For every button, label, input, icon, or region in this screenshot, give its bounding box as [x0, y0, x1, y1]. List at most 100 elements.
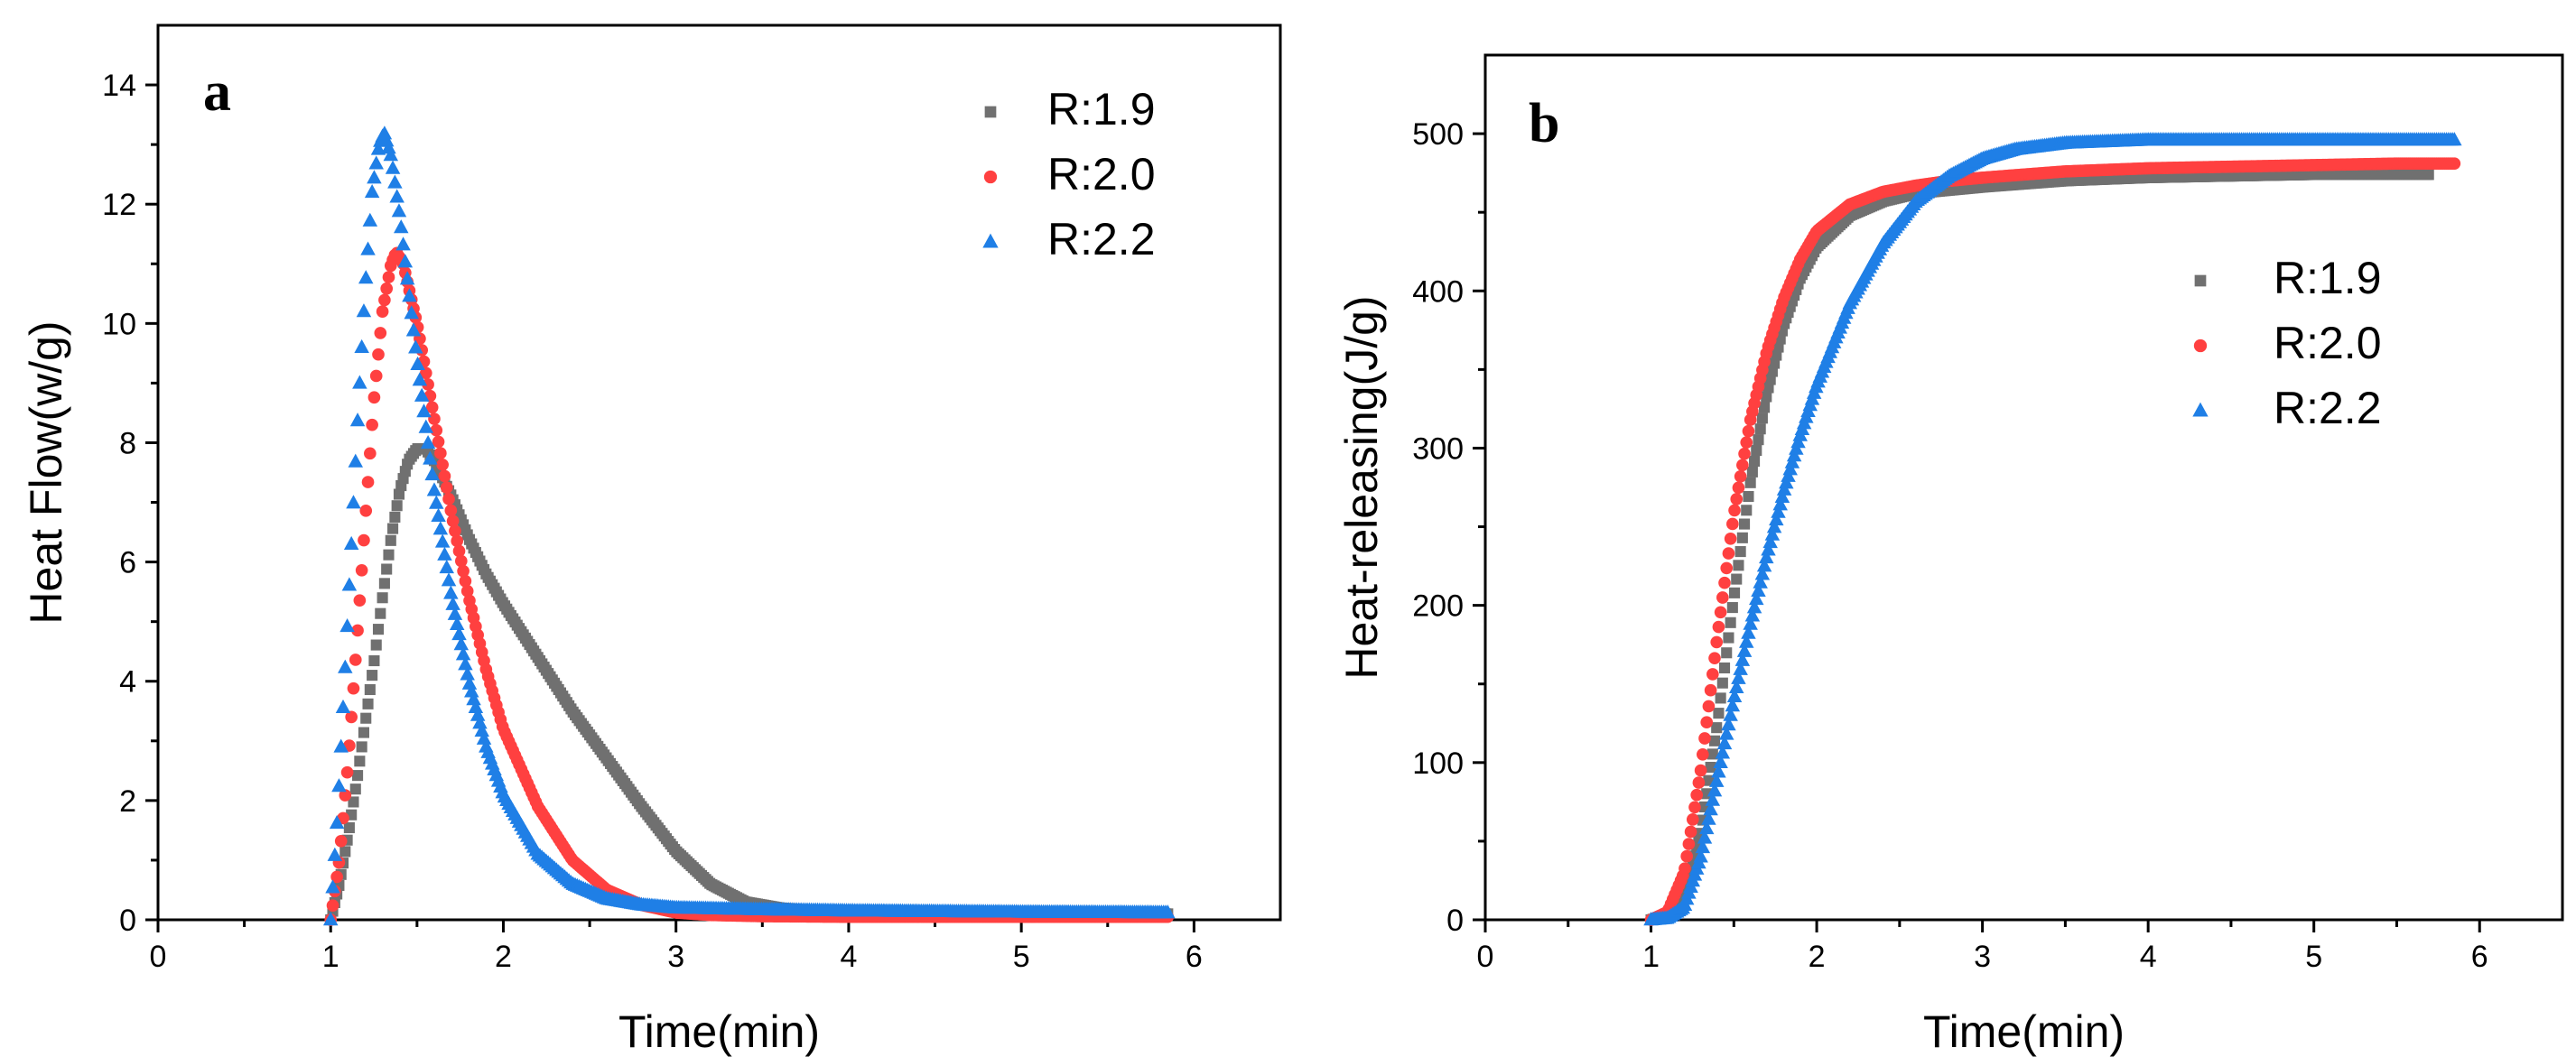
data-point [1723, 707, 1738, 721]
y-tick-label: 2 [119, 784, 136, 819]
y-tick-label: 0 [119, 904, 136, 938]
data-point [1682, 838, 1696, 850]
x-tick-label: 4 [2140, 940, 2157, 974]
data-point [1722, 547, 1735, 560]
data-point [330, 870, 343, 884]
data-point [470, 707, 486, 721]
data-point [1725, 617, 1736, 628]
data-point [1733, 560, 1744, 571]
data-point [360, 241, 376, 255]
data-point [1761, 391, 1772, 403]
data-point [397, 254, 414, 268]
data-point [340, 765, 354, 779]
data-point [410, 356, 425, 370]
data-point [1761, 542, 1776, 556]
x-tick-label: 1 [1642, 940, 1660, 974]
panel-b-heat-releasing-chart: 0 1 2 3 4 5 6 0 100 200 300 400 500 Time(min) Heat-rel… [1336, 53, 2564, 1057]
data-point [446, 515, 460, 527]
data-point [345, 710, 358, 724]
data-point [1736, 532, 1748, 543]
panel-label: a [203, 61, 231, 123]
data-point [455, 646, 471, 661]
data-point [1725, 698, 1741, 712]
data-point [423, 450, 438, 465]
data-point [377, 592, 388, 604]
data-point [1694, 764, 1707, 777]
data-point [1751, 582, 1766, 597]
data-point [376, 305, 389, 318]
data-point [1713, 754, 1728, 769]
data-point [1756, 558, 1772, 572]
data-point [1728, 504, 1741, 517]
data-point [343, 535, 359, 550]
data-point [1696, 747, 1709, 761]
data-point [412, 372, 428, 386]
data-point [1716, 591, 1729, 604]
data-point [432, 521, 449, 535]
plot-frame [1483, 53, 2564, 922]
data-point [1743, 490, 1754, 503]
data-point [367, 170, 382, 184]
data-point [1679, 862, 1691, 876]
data-point [1690, 788, 1704, 802]
legend-label: R:1.9 [2274, 253, 2382, 303]
y-axis-title: Heat-releasing(J/g) [1336, 295, 1387, 679]
data-point [422, 378, 434, 391]
data-point [1697, 830, 1713, 844]
data-point [1710, 635, 1724, 649]
data-point [1741, 505, 1753, 516]
data-point [339, 846, 351, 858]
data-point [395, 236, 411, 251]
data-point [1693, 848, 1708, 863]
x-tick-label: 0 [1477, 940, 1494, 974]
data-point [436, 458, 449, 471]
data-point [382, 271, 395, 283]
data-point [1726, 688, 1743, 702]
data-point [432, 435, 445, 449]
data-point [1704, 683, 1717, 697]
data-point [1720, 561, 1734, 575]
data-point [385, 534, 396, 546]
data-point [378, 578, 390, 589]
data-point [389, 511, 401, 523]
legend-marker [982, 233, 999, 248]
data-point [358, 533, 370, 547]
data-point [1708, 652, 1721, 664]
x-tick-label: 0 [150, 940, 167, 974]
data-point [380, 282, 394, 295]
data-point [361, 476, 375, 488]
data-point [367, 670, 378, 681]
x-axis-title: Time(min) [618, 1006, 820, 1057]
data-point [444, 504, 458, 517]
data-point [338, 659, 353, 673]
data-point [1706, 748, 1718, 760]
data-point [1726, 602, 1738, 614]
data-point [1746, 466, 1758, 478]
data-point [449, 616, 465, 631]
data-point [1695, 839, 1711, 854]
data-point [369, 369, 383, 383]
data-point [1715, 692, 1726, 704]
data-point [360, 712, 372, 724]
data-point [1706, 783, 1723, 797]
data-point [464, 683, 479, 698]
data-point [383, 549, 395, 561]
data-point [1734, 652, 1751, 666]
data-point [399, 271, 415, 285]
data-point [341, 577, 358, 591]
data-point [442, 493, 455, 505]
data-point [1711, 764, 1726, 778]
data-point [385, 160, 401, 174]
data-point [1759, 550, 1774, 564]
data-point [394, 219, 409, 234]
data-point [1743, 616, 1758, 630]
data-point [364, 447, 377, 460]
data-point [1701, 811, 1716, 825]
y-tick-label: 100 [1412, 746, 1464, 781]
series-R-2-0 [1644, 157, 2461, 926]
y-tick-label: 200 [1412, 589, 1464, 624]
data-point [349, 654, 362, 666]
y-tick-label: 12 [102, 188, 136, 222]
